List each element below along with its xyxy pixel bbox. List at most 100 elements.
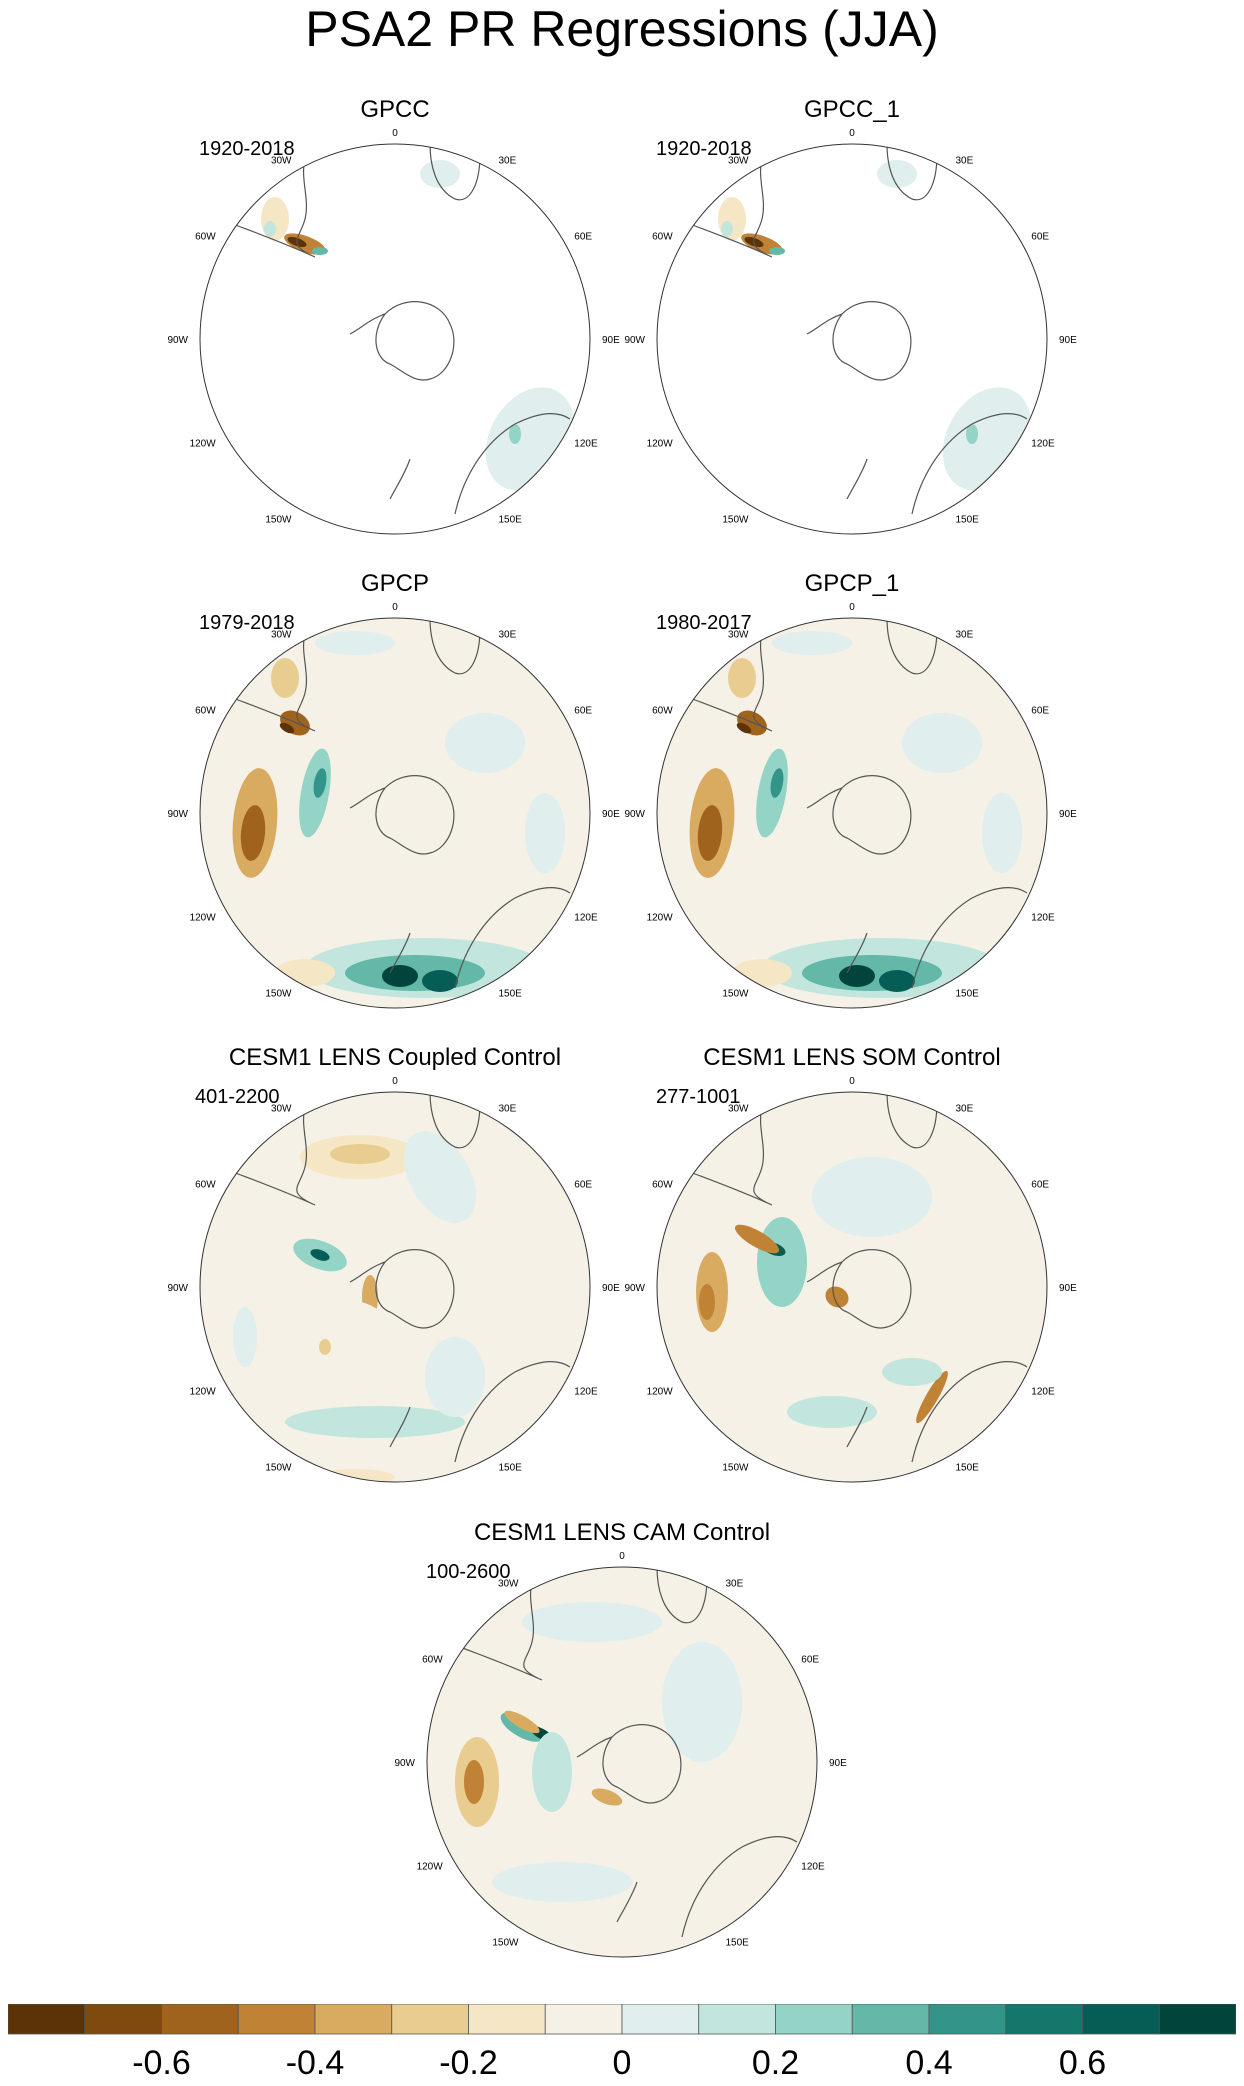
positive-anomaly-contour	[757, 1217, 807, 1307]
map-panel-cesm1-som: 030E60E90E120E150E180150W120W90W60W30W C…	[622, 1044, 1082, 1484]
coastline-nz	[846, 1406, 868, 1448]
longitude-label: 120E	[1031, 913, 1055, 924]
positive-anomaly-contour	[877, 160, 917, 188]
negative-anomaly-contour	[699, 1284, 715, 1320]
coastline-samerica	[676, 632, 773, 732]
coastline-peninsula	[576, 1736, 613, 1758]
longitude-label: 30E	[499, 630, 517, 641]
longitude-label: 90W	[167, 809, 188, 820]
longitude-label: 120W	[647, 1387, 674, 1398]
coastline-africa	[886, 144, 938, 201]
longitude-label: 150W	[492, 1937, 519, 1948]
longitude-label: 30E	[956, 1104, 974, 1115]
figure-title: PSA2 PR Regressions (JJA)	[305, 1, 939, 57]
positive-anomaly-contour	[382, 965, 418, 987]
coastline-peninsula	[806, 313, 843, 335]
coastline-australia	[681, 1835, 798, 1938]
coastline-antarctica	[375, 1249, 455, 1329]
longitude-label: 60W	[652, 706, 673, 717]
colorbar: -0.6 -0.4 -0.2 0 0.2 0.4 0.6	[8, 2004, 1236, 2082]
longitude-label: 150W	[722, 1462, 749, 1473]
coastline-samerica	[219, 158, 316, 258]
longitude-label: 60W	[195, 232, 216, 243]
positive-anomaly-contour	[879, 970, 915, 992]
panel-title: GPCC_1	[803, 96, 901, 123]
polar-map: 030E60E90E120E150E180150W120W90W60W30W	[624, 602, 1077, 1009]
longitude-label: 120W	[190, 913, 217, 924]
negative-anomaly-contour	[261, 197, 289, 241]
longitude-label: 150E	[726, 1937, 750, 1948]
colorbar-tick-label: 0.2	[752, 2044, 799, 2082]
positive-anomaly-contour	[445, 713, 525, 773]
positive-anomaly-contour	[264, 221, 276, 237]
longitude-label: 120E	[574, 1387, 598, 1398]
longitude-label: 120E	[801, 1862, 825, 1873]
longitude-label: 0	[392, 1076, 398, 1087]
longitude-label: 120E	[1031, 439, 1055, 450]
coastline-nz	[846, 458, 868, 500]
colorbar-swatch	[775, 2004, 853, 2035]
polar-map: 030E60E90E120E150E180150W120W90W60W30W	[167, 1076, 620, 1483]
positive-anomaly-contour	[509, 424, 521, 444]
colorbar-tick-label: -0.2	[439, 2044, 498, 2082]
coastline-africa	[886, 618, 938, 675]
map-frame	[656, 617, 1048, 1009]
map-panel-gpcc-1: 030E60E90E120E150E180150W120W90W60W30W G…	[622, 96, 1082, 536]
longitude-label: 90E	[1059, 335, 1077, 346]
longitude-label: 90E	[602, 1283, 620, 1294]
panel-title: CESM1 LENS Coupled Control	[228, 1044, 562, 1071]
longitude-label: 60E	[1031, 706, 1049, 717]
negative-anomaly-contour	[240, 805, 266, 861]
coastline-africa	[656, 1567, 708, 1624]
longitude-label: 90E	[1059, 809, 1077, 820]
colorbar-swatch	[698, 2004, 776, 2035]
positive-anomaly-contour	[420, 160, 460, 188]
coastline-peninsula	[349, 787, 386, 809]
negative-anomaly-contour	[464, 1760, 484, 1804]
colorbar-swatch	[161, 2004, 239, 2035]
coastline-antarctica	[832, 775, 912, 855]
coastline-peninsula	[806, 787, 843, 809]
negative-anomaly-contour	[728, 658, 756, 698]
longitude-label: 150E	[956, 1462, 980, 1473]
colorbar-swatch	[1158, 2004, 1236, 2035]
longitude-label: 150W	[722, 514, 749, 525]
longitude-label: 30E	[956, 156, 974, 167]
colorbar-swatch	[314, 2004, 393, 2035]
longitude-label: 30E	[956, 630, 974, 641]
colorbar-swatch	[1082, 2004, 1160, 2035]
longitude-label: 60E	[1031, 1180, 1049, 1191]
coastline-africa	[429, 144, 481, 201]
longitude-label: 60W	[195, 706, 216, 717]
longitude-label: 60W	[195, 1180, 216, 1191]
positive-anomaly-contour	[532, 1732, 572, 1812]
longitude-label: 60E	[801, 1655, 819, 1666]
positive-anomaly-contour	[522, 1602, 662, 1642]
longitude-label: 30W	[728, 1104, 749, 1115]
coastline-samerica	[219, 1106, 316, 1206]
coastline-peninsula	[349, 313, 386, 335]
colorbar-tick-label: -0.6	[132, 2044, 191, 2082]
panel-years: 1980-2017	[656, 612, 752, 634]
positive-anomaly-contour	[982, 793, 1022, 873]
map-frame	[656, 143, 1048, 535]
coastline-samerica	[446, 1581, 543, 1681]
negative-anomaly-contour	[319, 1339, 331, 1355]
coastline-antarctica	[375, 775, 455, 855]
longitude-label: 150E	[499, 988, 523, 999]
positive-anomaly-contour	[313, 768, 327, 798]
colorbar-swatch	[237, 2004, 316, 2035]
negative-anomaly-contour	[591, 1788, 623, 1806]
longitude-label: 90W	[624, 1283, 645, 1294]
positive-anomaly-contour	[772, 631, 852, 655]
positive-anomaly-contour	[492, 1862, 632, 1902]
positive-anomaly-contour	[812, 1157, 932, 1237]
panel-years: 100-2600	[426, 1561, 511, 1583]
colorbar-tick-label: 0	[613, 2044, 632, 2082]
longitude-label: 150E	[499, 514, 523, 525]
longitude-label: 30E	[499, 156, 517, 167]
longitude-label: 120E	[574, 439, 598, 450]
longitude-label: 30W	[728, 156, 749, 167]
negative-anomaly-contour	[736, 722, 752, 734]
polar-map: 030E60E90E120E150E180150W120W90W60W30W	[167, 602, 620, 1009]
